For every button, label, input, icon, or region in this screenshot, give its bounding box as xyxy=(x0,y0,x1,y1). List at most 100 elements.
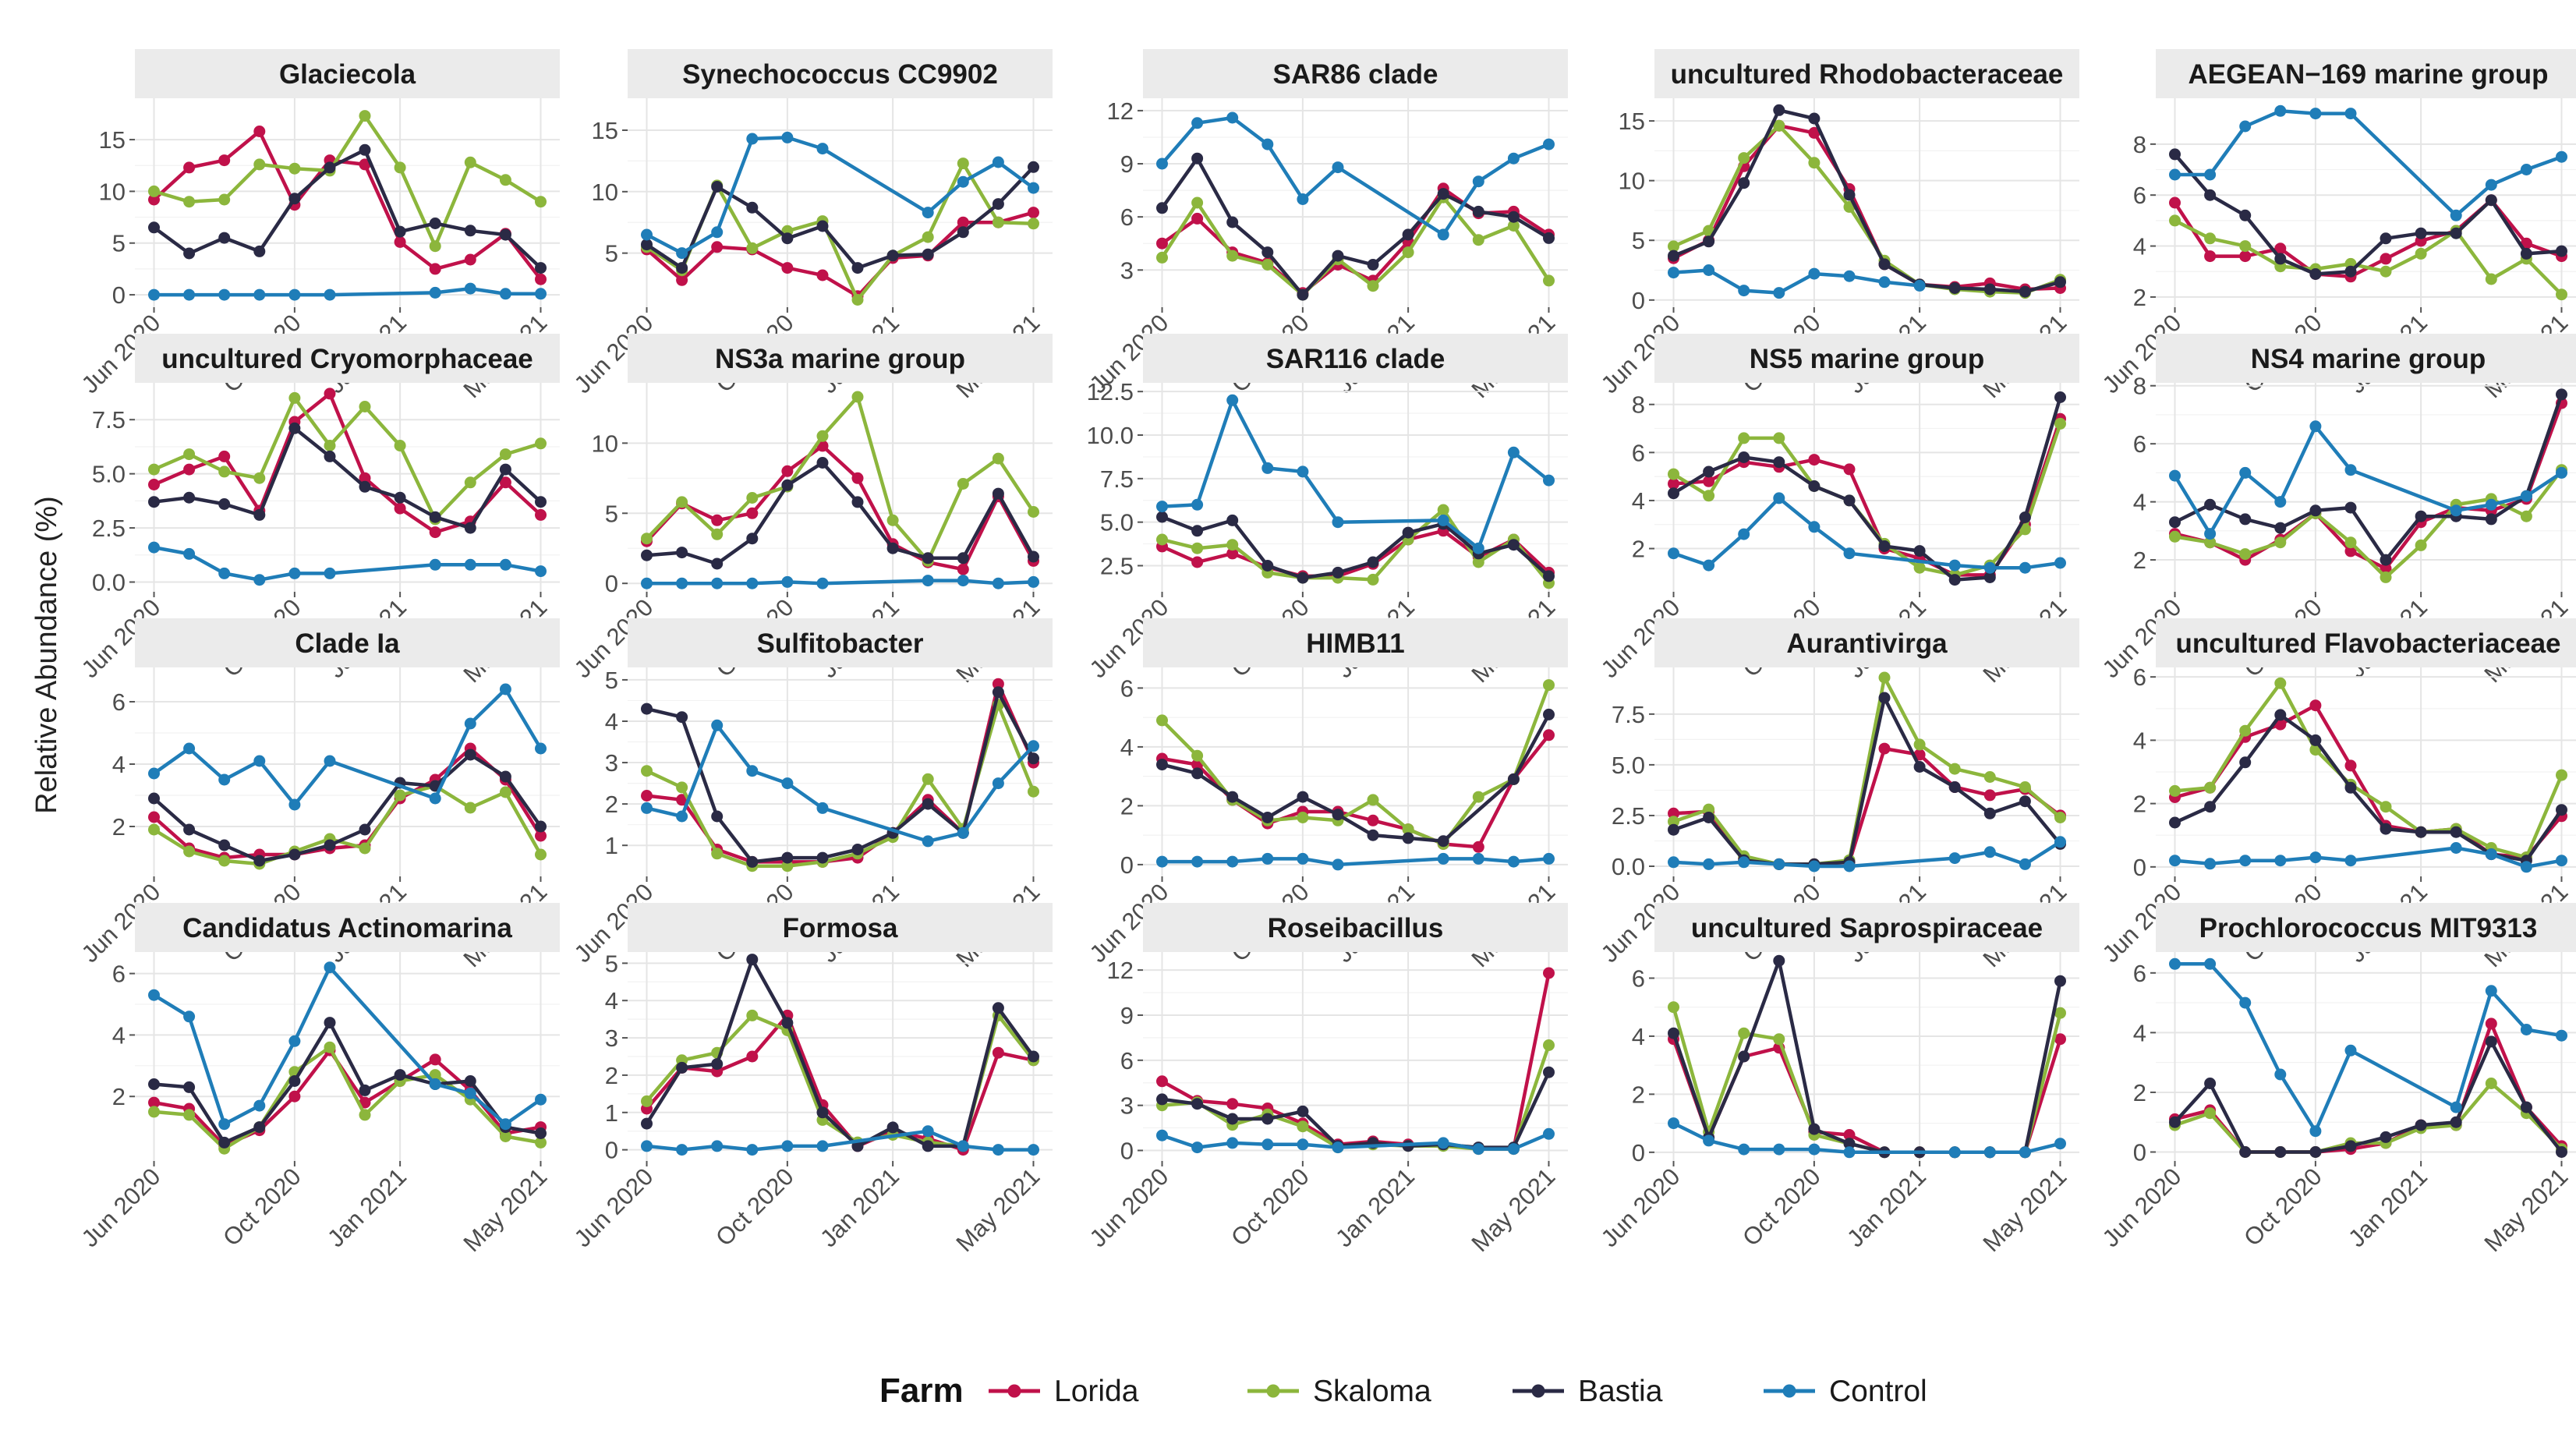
data-point xyxy=(2309,1146,2322,1158)
data-point xyxy=(746,1009,759,1021)
data-point xyxy=(218,567,231,579)
series-control xyxy=(1668,836,2066,872)
data-point xyxy=(816,269,829,281)
series-skaloma xyxy=(2169,464,2567,583)
data-point xyxy=(2239,548,2252,561)
data-point xyxy=(1261,246,1274,259)
data-point xyxy=(992,487,1004,500)
data-point xyxy=(2274,104,2287,117)
panel-strip xyxy=(628,49,1053,98)
series-line xyxy=(153,114,542,248)
data-point xyxy=(1543,1039,1555,1051)
data-point xyxy=(992,452,1004,465)
series-line xyxy=(154,426,543,530)
series-skaloma xyxy=(148,391,547,526)
panel-strip xyxy=(1654,903,2079,952)
x-tick-label: Jun 2020 xyxy=(2097,1163,2187,1252)
y-tick-label: 0 xyxy=(605,1137,618,1164)
series-bastia xyxy=(641,161,1039,274)
series-line xyxy=(646,1129,1034,1152)
data-point xyxy=(992,198,1004,211)
data-point xyxy=(183,1011,196,1023)
data-point xyxy=(1261,560,1274,572)
data-point xyxy=(2054,557,2066,569)
data-point xyxy=(183,463,196,476)
data-point xyxy=(1738,528,1750,540)
data-point xyxy=(2054,276,2066,288)
data-point xyxy=(1507,773,1520,785)
data-point xyxy=(641,533,653,545)
data-point xyxy=(464,225,476,237)
data-point xyxy=(1156,202,1168,214)
data-point xyxy=(1191,556,1204,568)
data-point xyxy=(746,533,759,545)
series-line xyxy=(646,690,1035,864)
data-point xyxy=(183,491,196,504)
data-point xyxy=(1472,791,1484,803)
data-point xyxy=(1156,714,1168,727)
panel-title: NS5 marine group xyxy=(1750,344,1984,374)
data-point xyxy=(1472,234,1484,246)
data-point xyxy=(1191,196,1204,209)
data-point xyxy=(1878,276,1891,288)
series-line xyxy=(1672,695,2062,866)
data-point xyxy=(2450,1116,2462,1128)
series-control xyxy=(1156,111,1555,241)
data-point xyxy=(816,430,829,442)
data-point xyxy=(2415,826,2427,838)
series-bastia xyxy=(2169,1035,2567,1158)
data-point xyxy=(922,248,934,260)
series-line xyxy=(645,395,1035,563)
data-point xyxy=(1507,211,1520,223)
y-tick-label: 2 xyxy=(1120,792,1134,819)
y-tick-label: 2 xyxy=(112,813,126,841)
data-point xyxy=(324,388,336,400)
series-line xyxy=(1161,515,1550,580)
data-point xyxy=(2344,464,2357,476)
data-point xyxy=(499,448,511,461)
data-point xyxy=(2450,504,2462,517)
data-point xyxy=(535,565,547,578)
data-point xyxy=(2380,554,2392,566)
data-point xyxy=(816,457,829,469)
data-point xyxy=(359,401,371,412)
y-tick-label: 0.0 xyxy=(92,569,126,596)
panel-grid-lines xyxy=(2156,667,2576,876)
data-point xyxy=(2204,1107,2217,1120)
panel-title: Candidatus Actinomarina xyxy=(182,913,512,943)
data-point xyxy=(2204,801,2217,813)
x-tick-label: Oct 2020 xyxy=(710,1163,799,1251)
data-point xyxy=(2204,232,2217,245)
data-point xyxy=(183,1109,196,1121)
x-tick-label: Oct 2020 xyxy=(1226,1163,1315,1251)
x-tick-label: May 2021 xyxy=(458,1163,552,1257)
series-line xyxy=(153,391,543,534)
data-point xyxy=(2485,1018,2497,1030)
data-point xyxy=(1028,182,1039,194)
data-point xyxy=(324,1041,336,1053)
panel-strip xyxy=(628,334,1053,383)
data-point xyxy=(183,547,196,560)
x-tick-label: Jan 2021 xyxy=(1330,1163,1420,1252)
legend-label: Skaloma xyxy=(1313,1375,1431,1408)
data-point xyxy=(1297,572,1309,584)
data-point xyxy=(641,239,653,251)
data-point xyxy=(922,231,934,243)
data-point xyxy=(1668,816,1679,828)
data-point xyxy=(746,507,759,519)
data-point xyxy=(535,508,547,521)
data-point xyxy=(429,1069,441,1081)
data-point xyxy=(218,1136,231,1149)
data-point xyxy=(1738,1027,1750,1039)
data-point xyxy=(886,250,899,262)
data-point xyxy=(1543,679,1555,692)
data-point xyxy=(288,567,301,579)
data-point xyxy=(1843,189,1856,201)
data-point xyxy=(1507,539,1520,551)
data-point xyxy=(1507,152,1520,165)
panel-title: uncultured Saprospiraceae xyxy=(1691,913,2043,943)
data-point xyxy=(1191,855,1204,868)
series-line xyxy=(2174,713,2564,862)
series-line xyxy=(1672,1121,2061,1155)
